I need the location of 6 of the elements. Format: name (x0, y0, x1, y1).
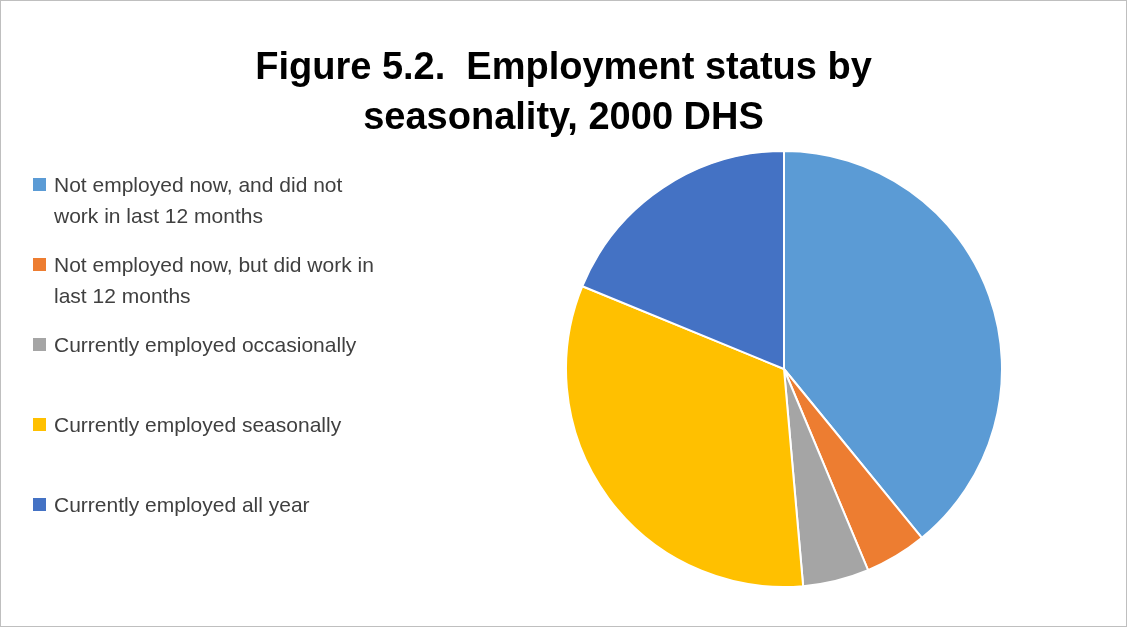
legend-label: Currently employed seasonally (54, 412, 342, 438)
chart-title: Figure 5.2. Employment status by seasonality, 2000 DHS (254, 44, 873, 137)
legend-label: Not employed now, but did work in last 12 months (54, 252, 375, 309)
legend-label: Currently employed occasionally (54, 332, 357, 358)
legend-label: Currently employed all year (54, 492, 310, 518)
legend-label: Not employed now, and did not work in last 12 months (54, 172, 344, 229)
